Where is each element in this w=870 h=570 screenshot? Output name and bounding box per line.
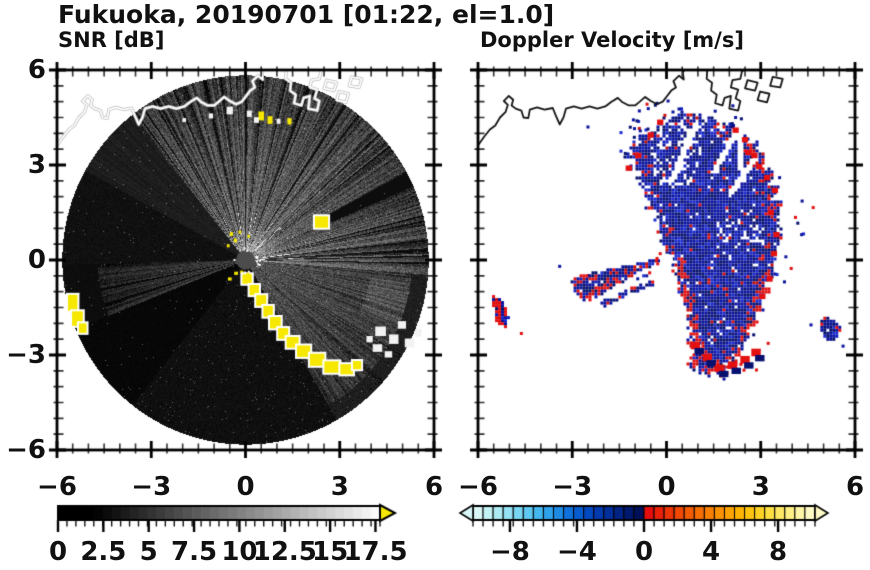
snr-colorbar	[50, 498, 410, 540]
snr-colorbar-tick-label: 12.5	[252, 537, 317, 567]
x-tick-label-doppler: −6	[458, 472, 498, 502]
y-tick-label: 6	[27, 55, 46, 85]
x-tick-label-snr: 3	[330, 472, 349, 502]
y-tick-label: 3	[27, 150, 46, 180]
x-tick-label-doppler: −3	[552, 472, 593, 502]
doppler-colorbar	[455, 498, 835, 540]
doppler-colorbar-tick-label: 8	[769, 537, 788, 567]
snr-colorbar-tick-label: 10	[221, 537, 258, 567]
figure-title: Fukuoka, 20190701 [01:22, el=1.0]	[58, 0, 555, 29]
doppler-colorbar-tick-label: 0	[634, 537, 654, 567]
x-tick-label-doppler: 3	[751, 472, 770, 502]
snr-colorbar-tick-label: 7.5	[171, 537, 218, 567]
doppler-panel-title: Doppler Velocity [m/s]	[480, 28, 744, 52]
doppler-colorbar-tick-label: −4	[557, 537, 597, 567]
y-tick-label: −3	[6, 340, 46, 370]
y-tick-label: −6	[6, 435, 46, 465]
x-tick-label-snr: −6	[37, 472, 77, 502]
y-tick-label: 0	[27, 245, 46, 275]
x-tick-label-doppler: 6	[845, 472, 865, 502]
snr-colorbar-tick-label: 0	[48, 537, 68, 567]
doppler-colorbar-tick-label: 4	[701, 537, 721, 567]
snr-ppi-plot	[47, 60, 445, 462]
snr-colorbar-tick-label: 5	[139, 537, 158, 567]
x-tick-label-snr: 6	[424, 472, 444, 502]
doppler-ppi-plot	[468, 60, 866, 462]
x-tick-label-snr: −3	[131, 472, 172, 502]
snr-colorbar-tick-label: 15	[312, 537, 349, 567]
snr-panel-title: SNR [dB]	[58, 28, 165, 52]
snr-colorbar-tick-label: 2.5	[80, 537, 127, 567]
snr-colorbar-tick-label: 17.5	[343, 537, 408, 567]
x-tick-label-doppler: 0	[657, 472, 676, 502]
x-tick-label-snr: 0	[236, 472, 255, 502]
doppler-colorbar-tick-label: −8	[489, 537, 530, 567]
